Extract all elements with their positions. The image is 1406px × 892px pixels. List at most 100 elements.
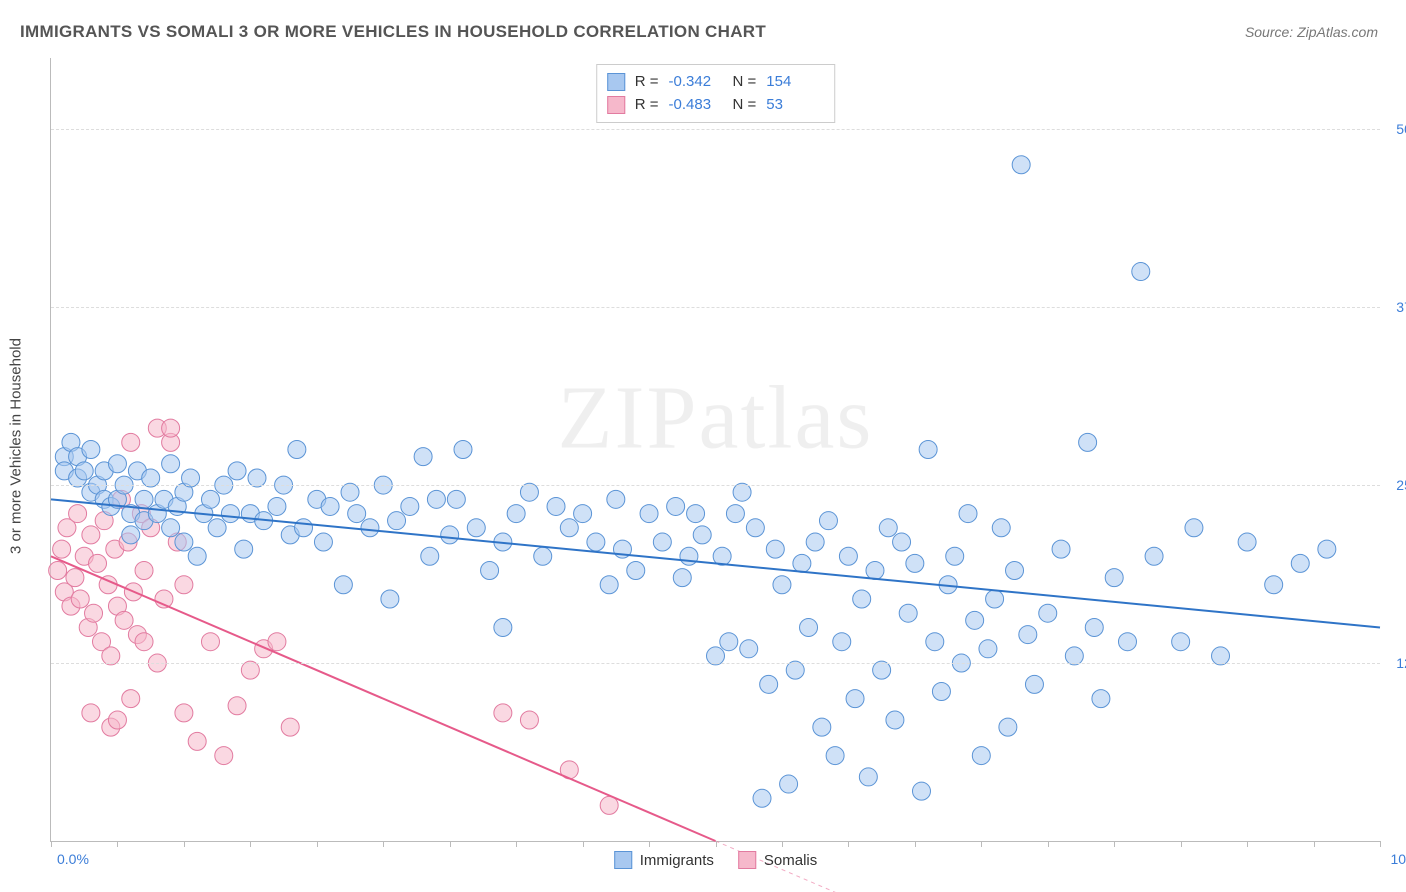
data-point — [208, 519, 226, 537]
legend-swatch-somalis — [738, 851, 756, 869]
data-point — [494, 704, 512, 722]
data-point — [693, 526, 711, 544]
data-point — [82, 441, 100, 459]
data-point — [334, 576, 352, 594]
data-point — [560, 519, 578, 537]
data-point — [467, 519, 485, 537]
data-point — [135, 633, 153, 651]
y-axis-label: 3 or more Vehicles in Household — [8, 338, 25, 554]
data-point — [162, 419, 180, 437]
data-point — [859, 768, 877, 786]
data-point — [720, 633, 738, 651]
plot-area: ZIPatlas R = -0.342 N = 154 R = -0.483 N… — [50, 58, 1380, 842]
data-point — [520, 711, 538, 729]
data-point — [85, 604, 103, 622]
data-point — [1172, 633, 1190, 651]
data-point — [1105, 569, 1123, 587]
data-point — [135, 562, 153, 580]
data-point — [607, 490, 625, 508]
data-point — [381, 590, 399, 608]
data-point — [228, 462, 246, 480]
data-point — [228, 697, 246, 715]
legend: Immigrants Somalis — [614, 851, 818, 869]
data-point — [1092, 690, 1110, 708]
data-point — [288, 441, 306, 459]
legend-label-immigrants: Immigrants — [640, 852, 714, 869]
gridline — [51, 129, 1380, 130]
data-point — [1085, 618, 1103, 636]
data-point — [906, 554, 924, 572]
data-point — [780, 775, 798, 793]
data-point — [1012, 156, 1030, 174]
x-tick — [383, 841, 384, 847]
x-tick — [649, 841, 650, 847]
data-point — [122, 433, 140, 451]
data-point — [221, 505, 239, 523]
x-tick — [450, 841, 451, 847]
data-point — [667, 497, 685, 515]
data-point — [959, 505, 977, 523]
data-point — [1145, 547, 1163, 565]
data-point — [175, 576, 193, 594]
data-point — [268, 633, 286, 651]
data-point — [1118, 633, 1136, 651]
chart-svg — [51, 58, 1380, 841]
y-tick-label: 50.0% — [1386, 121, 1406, 137]
data-point — [71, 590, 89, 608]
data-point — [574, 505, 592, 523]
data-point — [507, 505, 525, 523]
x-tick — [1181, 841, 1182, 847]
data-point — [494, 618, 512, 636]
x-tick — [1114, 841, 1115, 847]
data-point — [673, 569, 691, 587]
data-point — [893, 533, 911, 551]
data-point — [800, 618, 818, 636]
data-point — [899, 604, 917, 622]
data-point — [627, 562, 645, 580]
data-point — [235, 540, 253, 558]
data-point — [108, 711, 126, 729]
x-tick — [516, 841, 517, 847]
data-point — [1318, 540, 1336, 558]
data-point — [866, 562, 884, 580]
x-axis-min-label: 0.0% — [57, 851, 89, 867]
data-point — [926, 633, 944, 651]
data-point — [653, 533, 671, 551]
data-point — [314, 533, 332, 551]
x-tick — [915, 841, 916, 847]
data-point — [1238, 533, 1256, 551]
x-tick — [1314, 841, 1315, 847]
data-point — [806, 533, 824, 551]
data-point — [1006, 562, 1024, 580]
data-point — [826, 747, 844, 765]
x-tick — [583, 841, 584, 847]
data-point — [740, 640, 758, 658]
data-point — [188, 547, 206, 565]
data-point — [454, 441, 472, 459]
gridline — [51, 663, 1380, 664]
data-point — [600, 576, 618, 594]
x-tick — [317, 841, 318, 847]
data-point — [89, 554, 107, 572]
data-point — [1185, 519, 1203, 537]
data-point — [853, 590, 871, 608]
data-point — [912, 782, 930, 800]
data-point — [69, 505, 87, 523]
data-point — [447, 490, 465, 508]
data-point — [687, 505, 705, 523]
data-point — [760, 675, 778, 693]
x-tick — [1048, 841, 1049, 847]
data-point — [919, 441, 937, 459]
data-point — [268, 497, 286, 515]
data-point — [932, 683, 950, 701]
data-point — [879, 519, 897, 537]
data-point — [766, 540, 784, 558]
data-point — [819, 512, 837, 530]
legend-swatch-immigrants — [614, 851, 632, 869]
data-point — [640, 505, 658, 523]
x-tick — [782, 841, 783, 847]
x-tick — [184, 841, 185, 847]
regression-line — [51, 499, 1380, 627]
data-point — [986, 590, 1004, 608]
gridline — [51, 307, 1380, 308]
